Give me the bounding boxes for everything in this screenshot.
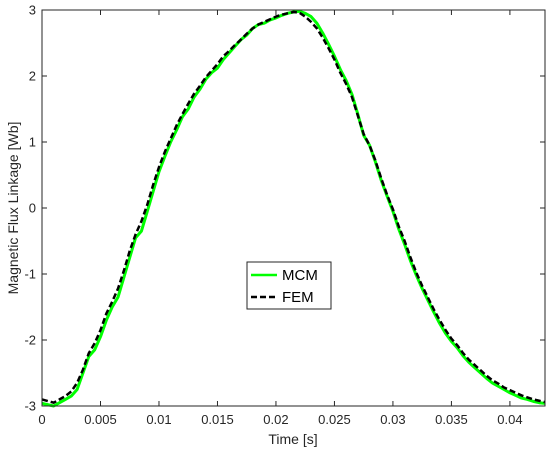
- x-tick-label: 0.035: [435, 412, 468, 427]
- x-tick-label: 0.005: [84, 412, 117, 427]
- x-tick-label: 0.02: [263, 412, 288, 427]
- legend-label-fem: FEM: [282, 289, 314, 306]
- y-tick-label: -3: [24, 399, 36, 414]
- y-tick-label: -2: [24, 333, 36, 348]
- y-tick-label: 3: [29, 3, 36, 18]
- x-tick-label: 0.015: [201, 412, 234, 427]
- plot-frame: [41, 9, 546, 407]
- x-tick-label: 0.025: [318, 412, 351, 427]
- x-tick-label: 0: [38, 412, 45, 427]
- legend: MCM FEM: [246, 261, 332, 310]
- series-layer: [41, 9, 546, 408]
- y-tick-label: -1: [24, 267, 36, 282]
- y-tick-label: 1: [29, 135, 36, 150]
- legend-label-mcm: MCM: [282, 267, 318, 284]
- x-axis-label: Time [s]: [268, 431, 317, 447]
- y-axis-label: Magnetic Flux Linkage [Wb]: [5, 122, 21, 295]
- legend-box: [246, 261, 332, 310]
- series-line-fem: [41, 10, 546, 404]
- plot-area: [42, 10, 545, 406]
- y-tick-label: 0: [29, 201, 36, 216]
- y-tick-label: 2: [29, 69, 36, 84]
- ticks-layer: 0 0.005 0.01 0.015 0.02 0.025 0.03 0.035 0.04 -3 -…: [24, 3, 545, 427]
- x-tick-label: 0.03: [380, 412, 405, 427]
- x-tick-label: 0.04: [497, 412, 522, 427]
- x-tick-label: 0.01: [146, 412, 171, 427]
